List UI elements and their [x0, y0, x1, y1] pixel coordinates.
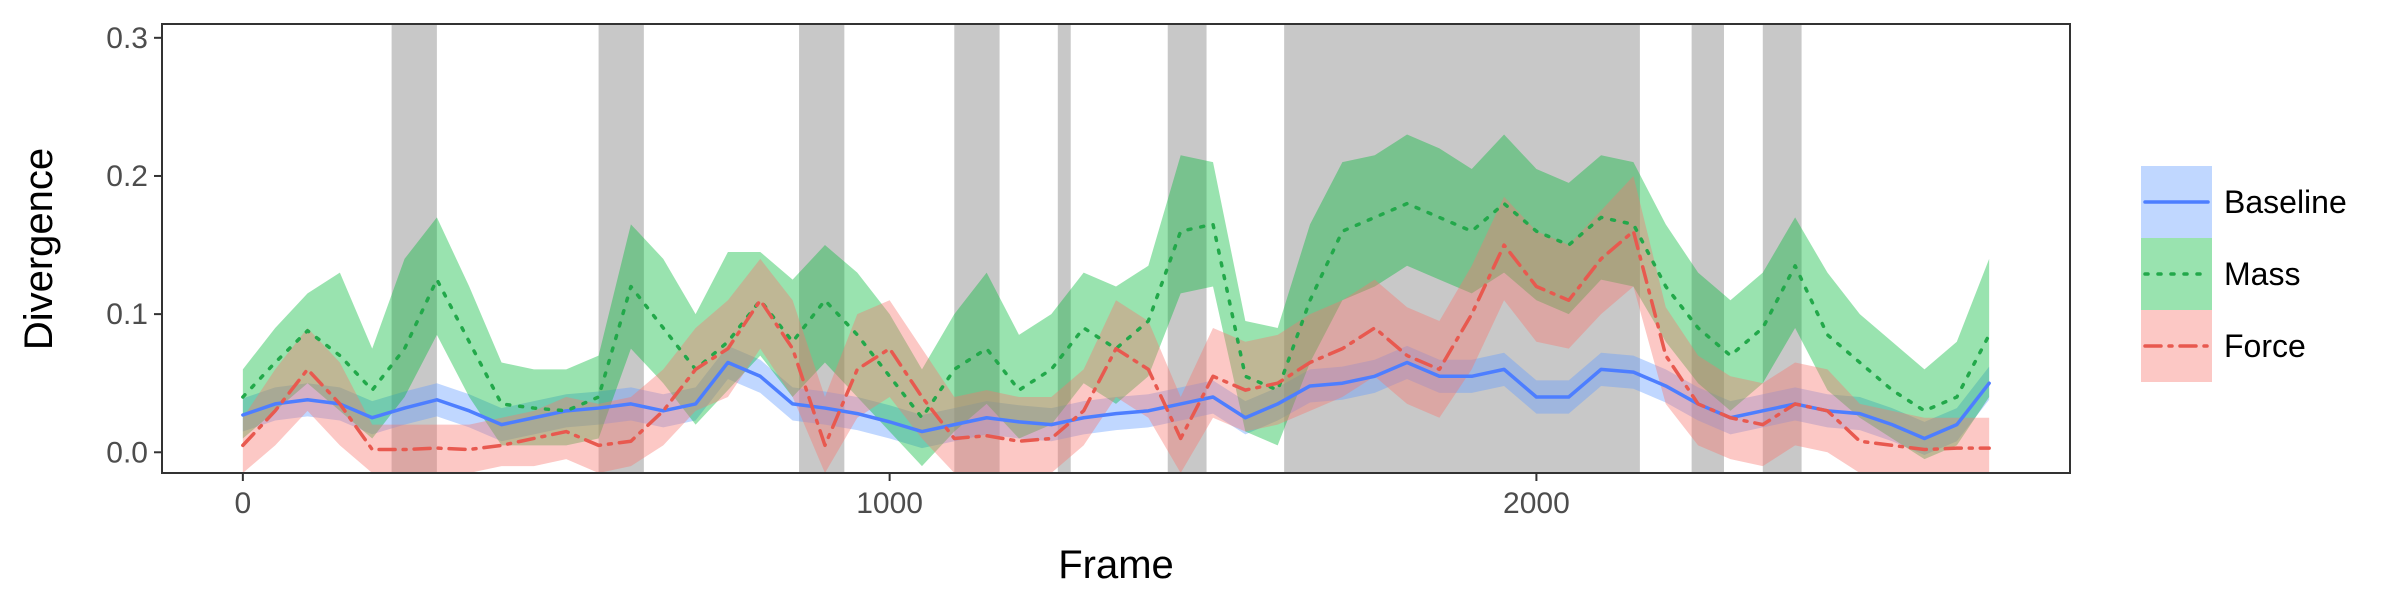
legend-label: Baseline	[2224, 184, 2347, 220]
y-tick-label: 0.2	[106, 160, 148, 193]
legend-label: Force	[2224, 328, 2306, 364]
shaded-region	[1691, 24, 1724, 473]
y-tick-label: 0.3	[106, 22, 148, 55]
y-tick-label: 0.1	[106, 298, 148, 331]
mass-line	[241, 201, 1991, 420]
shaded-region	[799, 24, 845, 473]
x-axis-title: Frame	[1058, 543, 1174, 587]
shaded-region	[391, 24, 437, 473]
shaded-region	[1284, 24, 1640, 473]
x-tick-label: 2000	[1503, 487, 1570, 520]
x-tick-label: 1000	[856, 487, 923, 520]
plot-background	[162, 24, 2070, 473]
series-lines	[241, 201, 1991, 452]
shaded-region	[598, 24, 644, 473]
mass-ribbon	[242, 134, 1990, 467]
shaded-region	[1057, 24, 1071, 473]
x-tick-label: 0	[235, 487, 252, 520]
shaded-region	[954, 24, 1000, 473]
force-ribbon	[242, 175, 1990, 473]
y-axis-title: Divergence	[17, 148, 61, 350]
legend: Baseline Mass Force	[2141, 166, 2347, 382]
y-axis: 0.0 0.1 0.2 0.3	[106, 22, 162, 469]
plot-panel-border	[161, 23, 2071, 474]
confidence-ribbons	[242, 134, 1990, 473]
shaded-region	[1762, 24, 1802, 473]
legend-label: Mass	[2224, 256, 2300, 292]
force-line	[241, 229, 1991, 452]
x-axis: 0 1000 2000	[235, 473, 1570, 520]
shaded-regions	[391, 24, 1802, 473]
baseline-ribbon	[242, 345, 1990, 456]
y-tick-label: 0.0	[106, 436, 148, 469]
